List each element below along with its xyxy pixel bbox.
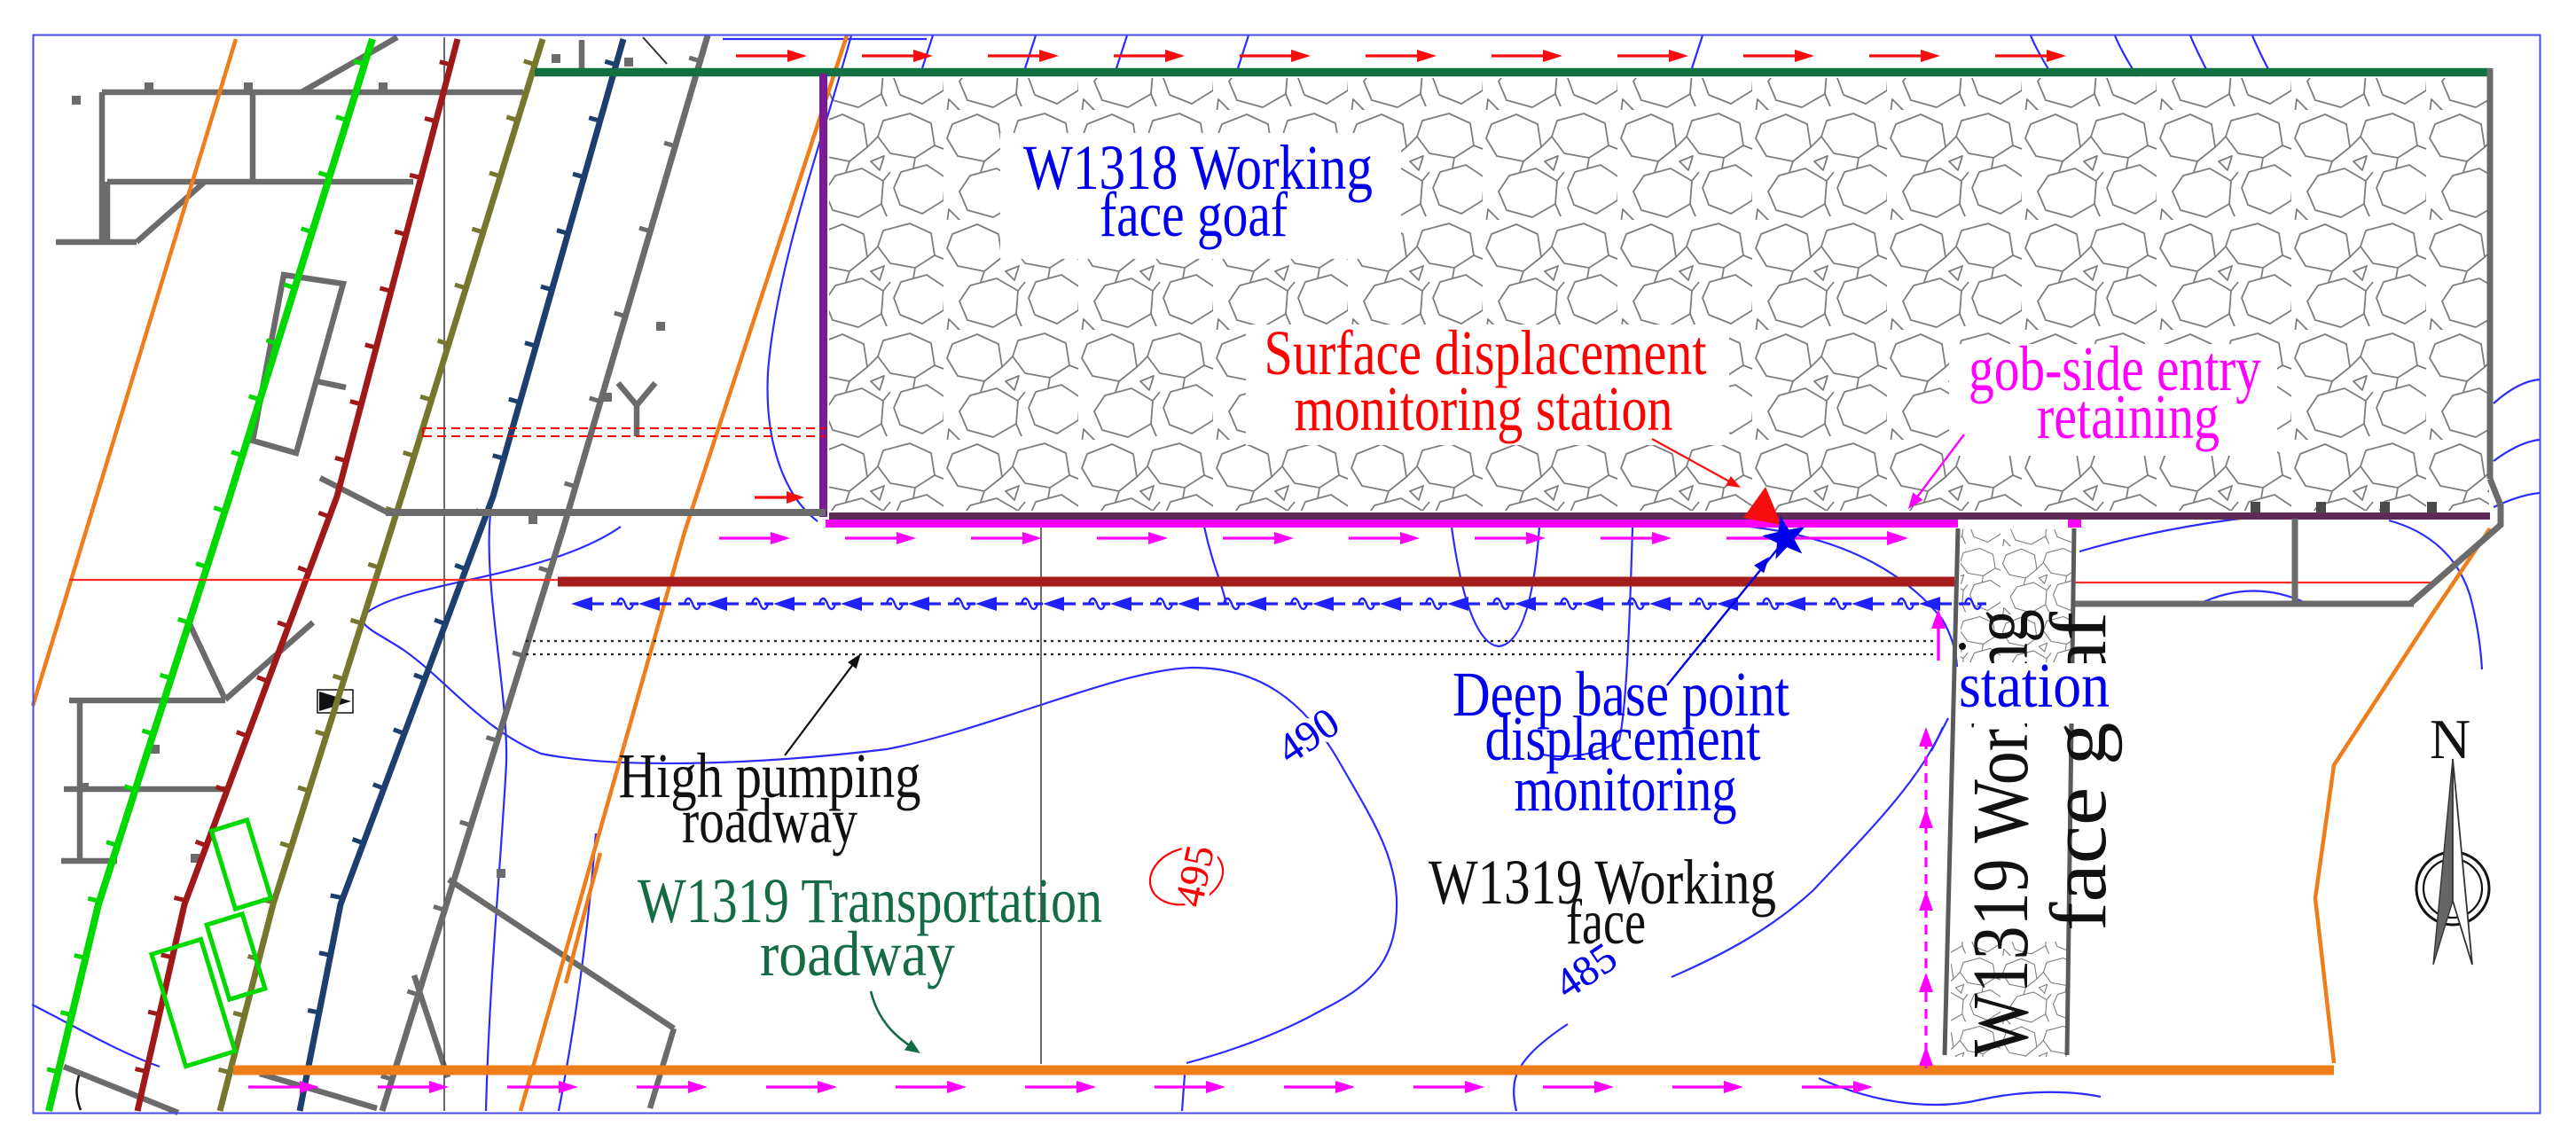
- svg-text:roadway: roadway: [682, 786, 857, 856]
- svg-text:monitoring: monitoring: [1515, 754, 1737, 825]
- svg-text:Deep base point: Deep base point: [1452, 659, 1789, 730]
- svg-text:N: N: [2430, 708, 2470, 770]
- svg-text:station: station: [1959, 650, 2110, 721]
- svg-text:monitoring station: monitoring station: [1295, 373, 1673, 444]
- svg-text:retaining: retaining: [2037, 381, 2220, 452]
- svg-text:High pumping: High pumping: [619, 740, 921, 811]
- svg-text:face: face: [1566, 887, 1646, 958]
- svg-text:roadway: roadway: [760, 919, 955, 989]
- svg-text:W1319 Working: W1319 Working: [1429, 847, 1776, 918]
- svg-text:Surface displacement: Surface displacement: [1265, 317, 1707, 388]
- svg-text:face goaf: face goaf: [1100, 179, 1288, 250]
- svg-text:displacement: displacement: [1485, 703, 1761, 774]
- svg-text:gob-side entry: gob-side entry: [1969, 333, 2261, 404]
- svg-text:W1318 Working: W1318 Working: [1023, 132, 1373, 203]
- svg-text:W1319 Transportation: W1319 Transportation: [638, 865, 1102, 936]
